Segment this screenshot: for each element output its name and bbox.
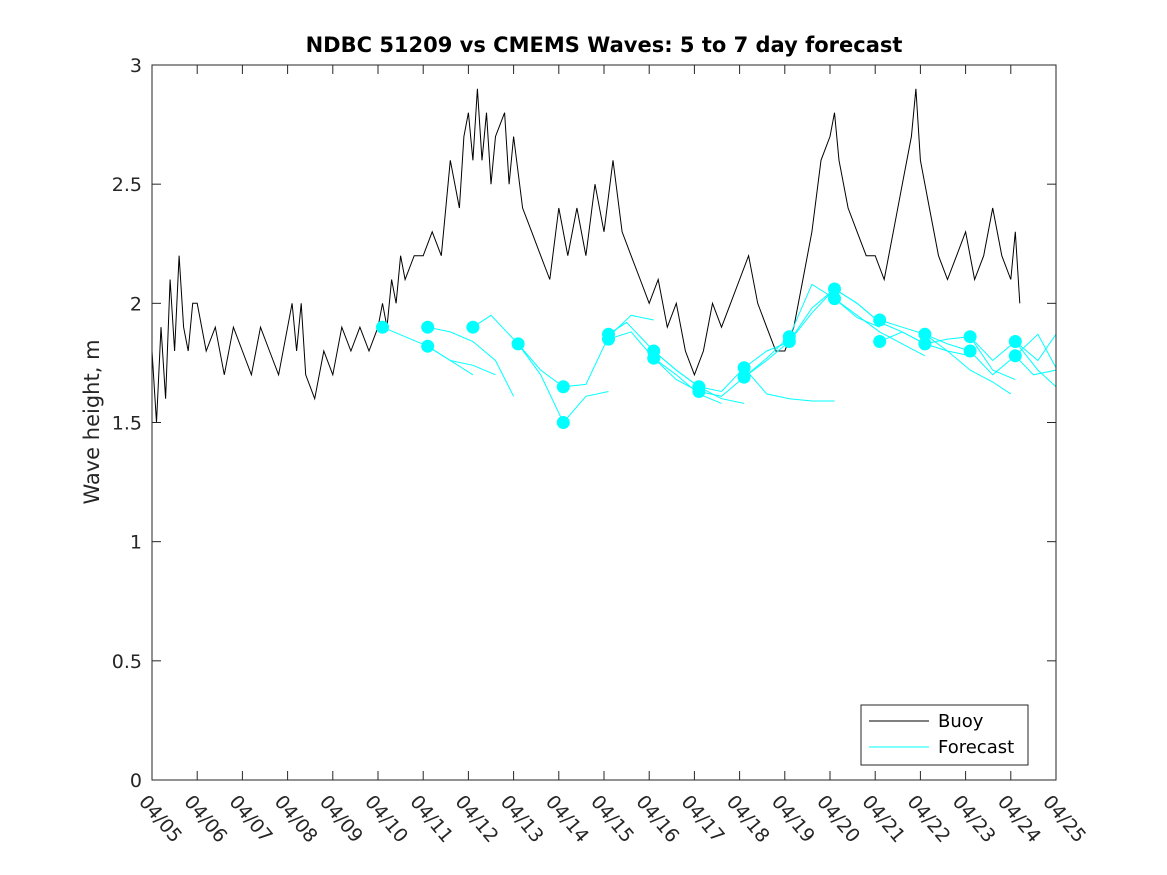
y-tick-label: 1.5 [112,413,142,435]
forecast-run-line [834,298,926,357]
y-tick-label: 0.5 [112,651,142,673]
forecast-initial-point [556,380,570,394]
forecast-initial-point [782,335,796,348]
y-tick-label: 2 [130,293,142,315]
forecast-initial-point [421,339,435,353]
legend: Buoy Forecast [860,704,1029,766]
forecast-initial-point [737,361,751,375]
forecast-initial-point [692,385,706,398]
buoy-series-line [151,88,1021,423]
y-tick-label: 2.5 [112,174,142,196]
forecast-initial-point [466,320,480,334]
forecast-run-line [924,333,1012,395]
forecast-initial-point [918,337,932,351]
y-axis-label: Wave height, m [80,339,104,504]
legend-box [860,704,1029,766]
forecast-initial-point [828,292,841,306]
y-axis-ticks: 0 0.5 1 1.5 2 2.5 3 [112,55,1056,792]
y-tick-label: 1 [130,532,142,554]
forecast-run-line [427,326,515,397]
forecast-run-line [1014,334,1057,362]
forecast-initial-point [511,337,525,351]
forecast-initial-point [918,327,932,341]
forecast-initial-point [737,370,751,384]
y-tick-label: 0 [130,770,142,792]
series-layer [151,88,1057,429]
forecast-run-line [427,345,496,376]
legend-forecast-label: Forecast [938,737,1014,758]
forecast-initial-point [376,320,389,334]
forecast-initial-point [1008,349,1022,363]
forecast-initial-point [963,344,977,358]
forecast-initial-point [873,313,887,327]
chart-title: NDBC 51209 vs CMEMS Waves: 5 to 7 day fo… [306,33,903,57]
forecast-run-line [1014,355,1057,376]
forecast-initial-point [873,335,887,348]
forecast-initial-point [963,330,977,344]
forecast-initial-point [602,332,615,346]
forecast-initial-point [556,416,570,429]
forecast-initial-point [647,351,661,365]
forecast-initial-point [828,282,841,296]
forecast-initial-point [421,320,435,334]
y-tick-label: 3 [130,55,142,77]
forecast-run-line [743,367,835,402]
forecast-initial-point [1008,335,1022,348]
legend-buoy-label: Buoy [938,711,984,732]
forecast-run-line [653,357,722,404]
